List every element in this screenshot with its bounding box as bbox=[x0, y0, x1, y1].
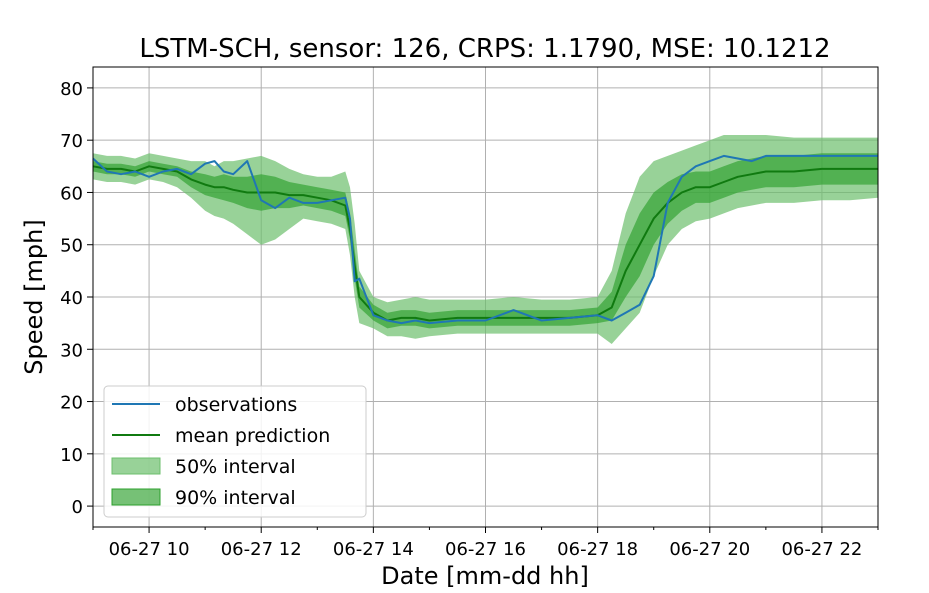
legend-mean-prediction-label: mean prediction bbox=[175, 425, 330, 447]
x-tick-label: 06-27 18 bbox=[557, 539, 638, 560]
x-tick-label: 06-27 20 bbox=[669, 539, 750, 560]
y-tick-label: 70 bbox=[60, 131, 83, 152]
legend-observations-label: observations bbox=[175, 394, 297, 416]
chart-title: LSTM-SCH, sensor: 126, CRPS: 1.1790, MSE… bbox=[139, 34, 830, 64]
y-axis: 0 10 20 30 40 50 60 70 80 bbox=[60, 79, 93, 518]
observations-line bbox=[92, 154, 878, 325]
legend-interval-90-swatch bbox=[111, 488, 161, 506]
legend-interval-90-label: 90% interval bbox=[175, 487, 296, 509]
x-tick-label: 06-27 16 bbox=[445, 539, 526, 560]
y-tick-label: 40 bbox=[60, 288, 83, 309]
y-tick-label: 80 bbox=[60, 79, 83, 100]
x-tick-label: 06-27 12 bbox=[221, 539, 302, 560]
mean-prediction-line bbox=[92, 165, 878, 322]
legend-box bbox=[103, 385, 367, 518]
legend-interval-50-swatch bbox=[111, 457, 161, 475]
y-tick-label: 30 bbox=[60, 340, 83, 361]
legend: observations mean prediction 50% interval 9… bbox=[103, 385, 367, 518]
y-tick-label: 50 bbox=[60, 236, 83, 257]
x-tick-label: 06-27 14 bbox=[333, 539, 414, 560]
x-tick-label: 06-27 10 bbox=[109, 539, 190, 560]
y-tick-label: 20 bbox=[60, 393, 83, 414]
x-tick-label: 06-27 22 bbox=[781, 539, 862, 560]
y-axis-label: Speed [mph] bbox=[20, 219, 48, 374]
legend-interval-50-label: 50% interval bbox=[175, 456, 296, 478]
lines-layer bbox=[92, 154, 878, 325]
y-tick-label: 10 bbox=[60, 445, 83, 466]
y-tick-label: 60 bbox=[60, 183, 83, 204]
x-axis: 06-27 10 06-27 12 06-27 14 06-27 16 06-27 18… bbox=[92, 527, 879, 560]
y-tick-label: 0 bbox=[72, 497, 83, 518]
x-axis-label: Date [mm-dd hh] bbox=[381, 562, 589, 590]
